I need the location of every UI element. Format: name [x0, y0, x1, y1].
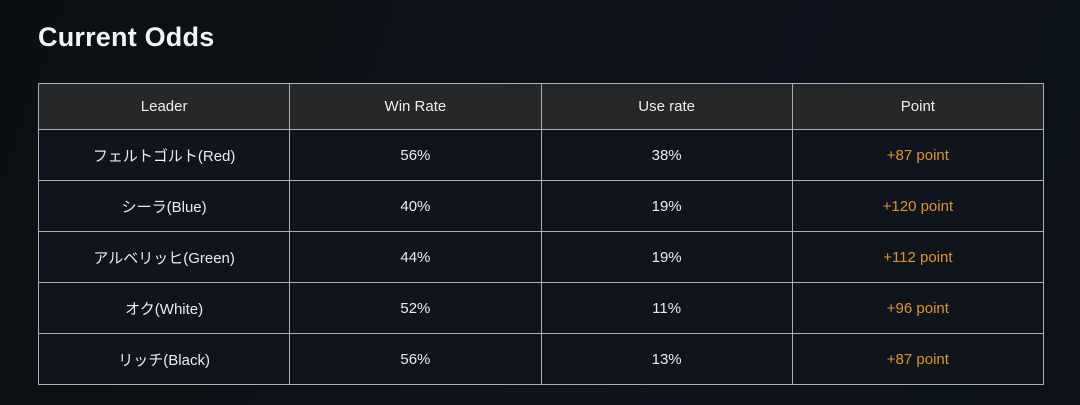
- leader-cell: シーラ(Blue): [37, 180, 291, 232]
- odds-table-header: Leader Win Rate Use rate Point: [37, 83, 1045, 130]
- use-rate-cell: 11%: [540, 282, 793, 334]
- point-cell: +87 point: [791, 333, 1045, 385]
- leader-cell: フェルトゴルト(Red): [37, 129, 291, 181]
- point-cell: +112 point: [791, 231, 1045, 283]
- use-rate-cell: 19%: [540, 231, 793, 283]
- win-rate-cell: 52%: [289, 282, 542, 334]
- table-row: オク(White) 52% 11% +96 point: [37, 282, 1045, 334]
- table-row: リッチ(Black) 56% 13% +87 point: [37, 333, 1045, 385]
- use-rate-cell: 38%: [540, 129, 793, 181]
- leader-cell: アルベリッヒ(Green): [37, 231, 291, 283]
- win-rate-cell: 44%: [289, 231, 542, 283]
- win-rate-cell: 56%: [289, 333, 542, 385]
- point-cell: +96 point: [791, 282, 1045, 334]
- leader-cell: リッチ(Black): [37, 333, 291, 385]
- point-cell: +87 point: [791, 129, 1045, 181]
- column-header-use-rate: Use rate: [540, 83, 793, 130]
- point-cell: +120 point: [791, 180, 1045, 232]
- odds-table-body: フェルトゴルト(Red) 56% 38% +87 point シーラ(Blue)…: [37, 129, 1045, 385]
- odds-table: Leader Win Rate Use rate Point フェルトゴルト(R…: [37, 83, 1045, 385]
- use-rate-cell: 19%: [540, 180, 793, 232]
- column-header-point: Point: [791, 83, 1045, 130]
- table-row: フェルトゴルト(Red) 56% 38% +87 point: [37, 129, 1045, 181]
- column-header-leader: Leader: [37, 83, 291, 130]
- leader-cell: オク(White): [37, 282, 291, 334]
- win-rate-cell: 40%: [289, 180, 542, 232]
- table-row: アルベリッヒ(Green) 44% 19% +112 point: [37, 231, 1045, 283]
- table-row: シーラ(Blue) 40% 19% +120 point: [37, 180, 1045, 232]
- win-rate-cell: 56%: [289, 129, 542, 181]
- page-title: Current Odds: [38, 22, 215, 52]
- header-row: Leader Win Rate Use rate Point: [37, 83, 1045, 130]
- column-header-win-rate: Win Rate: [289, 83, 542, 130]
- use-rate-cell: 13%: [540, 333, 793, 385]
